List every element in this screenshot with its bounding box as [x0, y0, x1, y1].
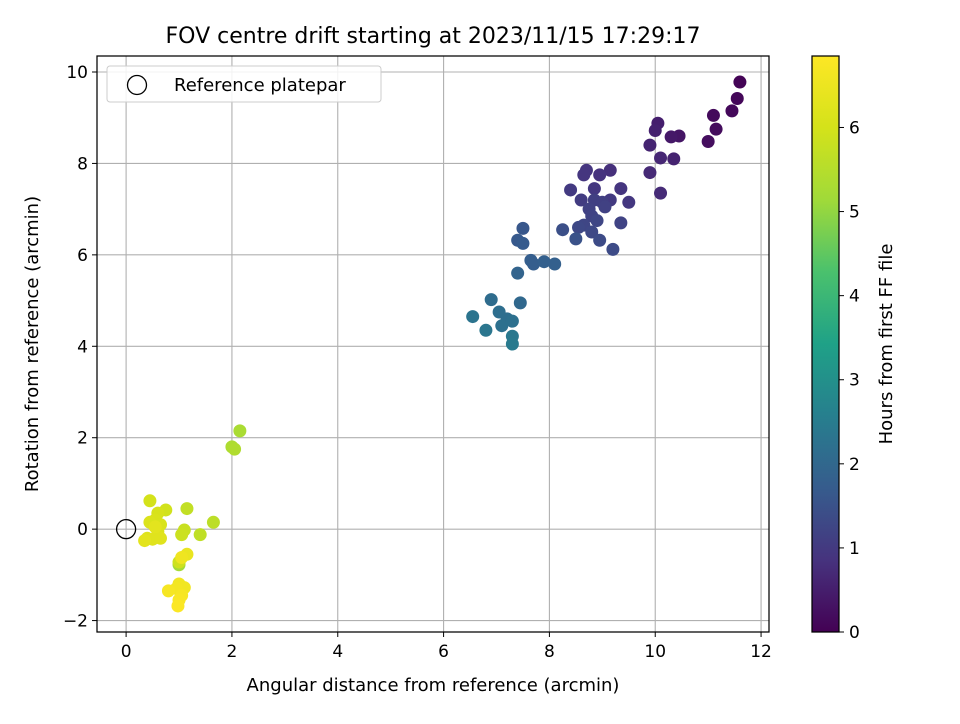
data-point: [585, 225, 599, 239]
data-point: [180, 502, 194, 516]
data-point: [733, 75, 747, 89]
y-tick-label: −2: [63, 612, 88, 632]
data-point: [175, 528, 189, 542]
data-point: [513, 296, 527, 310]
data-point: [138, 534, 152, 548]
data-point: [587, 182, 601, 196]
data-point: [572, 220, 586, 234]
data-point: [511, 266, 525, 280]
data-point: [654, 151, 668, 165]
x-axis-label: Angular distance from reference (arcmin): [247, 675, 620, 696]
y-axis-label: Rotation from reference (arcmin): [22, 196, 43, 492]
data-point: [516, 221, 530, 235]
data-point: [706, 108, 720, 122]
colorbar-tick-label: 2: [849, 455, 860, 475]
colorbar-frame: [811, 55, 840, 633]
data-point: [569, 232, 583, 246]
legend-box: [106, 65, 382, 103]
y-tick-label: 0: [77, 520, 88, 540]
data-point: [548, 257, 562, 271]
y-axis-ticks: −2 0 2 4 6 8 10: [63, 63, 97, 632]
data-point: [614, 182, 628, 196]
reference-marker: [115, 518, 137, 540]
data-point: [527, 257, 541, 271]
data-point: [175, 550, 189, 564]
data-point: [143, 494, 157, 508]
data-point: [606, 242, 620, 256]
data-point: [228, 442, 242, 456]
data-point: [654, 186, 668, 200]
data-point: [495, 319, 509, 333]
colorbar: 0 1 2 3 4 5 6 Hours from first FF file: [811, 55, 897, 643]
data-point: [233, 424, 247, 438]
chart-title: FOV centre drift starting at 2023/11/15 …: [166, 24, 701, 49]
data-point: [505, 314, 519, 328]
legend: Reference platepar: [106, 65, 382, 103]
data-point: [725, 104, 739, 118]
data-point: [709, 122, 723, 136]
data-point: [153, 531, 167, 545]
data-point: [577, 168, 591, 182]
colorbar-ticks: 0 1 2 3 4 5 6: [839, 118, 860, 643]
data-points: [115, 75, 747, 613]
colorbar-label: Hours from first FF file: [876, 244, 897, 445]
data-point: [148, 520, 162, 534]
data-point: [466, 310, 480, 324]
colorbar-tick-label: 5: [849, 203, 860, 223]
data-point: [648, 124, 662, 138]
x-axis-ticks: 0 2 4 6 8 10 12: [121, 632, 772, 662]
data-point: [564, 183, 578, 197]
data-point: [603, 163, 617, 177]
x-tick-label: 0: [121, 642, 132, 662]
x-tick-label: 4: [332, 642, 343, 662]
y-tick-label: 10: [66, 63, 88, 83]
data-point: [643, 166, 657, 180]
data-point: [667, 152, 681, 166]
legend-entry-reference: Reference platepar: [174, 75, 346, 96]
data-point: [593, 168, 607, 182]
data-point: [664, 130, 678, 144]
data-point: [556, 223, 570, 237]
data-point: [614, 216, 628, 230]
colorbar-tick-label: 4: [849, 287, 860, 307]
data-point: [730, 92, 744, 106]
data-point: [598, 200, 612, 214]
data-point: [574, 193, 588, 207]
y-tick-label: 2: [77, 429, 88, 449]
data-point: [590, 214, 604, 228]
data-point: [643, 138, 657, 152]
data-point: [593, 233, 607, 247]
data-point: [171, 599, 185, 613]
y-tick-label: 4: [77, 337, 88, 357]
data-point: [505, 337, 519, 351]
colorbar-gradient: [812, 56, 839, 632]
y-tick-label: 6: [77, 246, 88, 266]
x-tick-label: 12: [750, 642, 772, 662]
colorbar-tick-label: 1: [849, 539, 860, 559]
colorbar-tick-label: 3: [849, 371, 860, 391]
data-point: [537, 255, 551, 269]
data-point: [161, 584, 175, 598]
data-point: [479, 323, 493, 337]
plot-area-frame: [96, 55, 770, 633]
data-point: [484, 293, 498, 307]
data-point: [516, 236, 530, 250]
data-point: [701, 134, 715, 148]
data-point: [193, 528, 207, 542]
grid: [97, 56, 769, 632]
y-tick-label: 8: [77, 154, 88, 174]
colorbar-tick-label: 0: [849, 623, 860, 643]
data-point: [206, 515, 220, 529]
x-tick-label: 6: [438, 642, 449, 662]
legend-marker-icon: [126, 74, 148, 96]
x-tick-label: 10: [644, 642, 666, 662]
data-point: [622, 195, 636, 209]
x-tick-label: 8: [544, 642, 555, 662]
x-tick-label: 2: [227, 642, 238, 662]
colorbar-tick-label: 6: [849, 118, 860, 138]
